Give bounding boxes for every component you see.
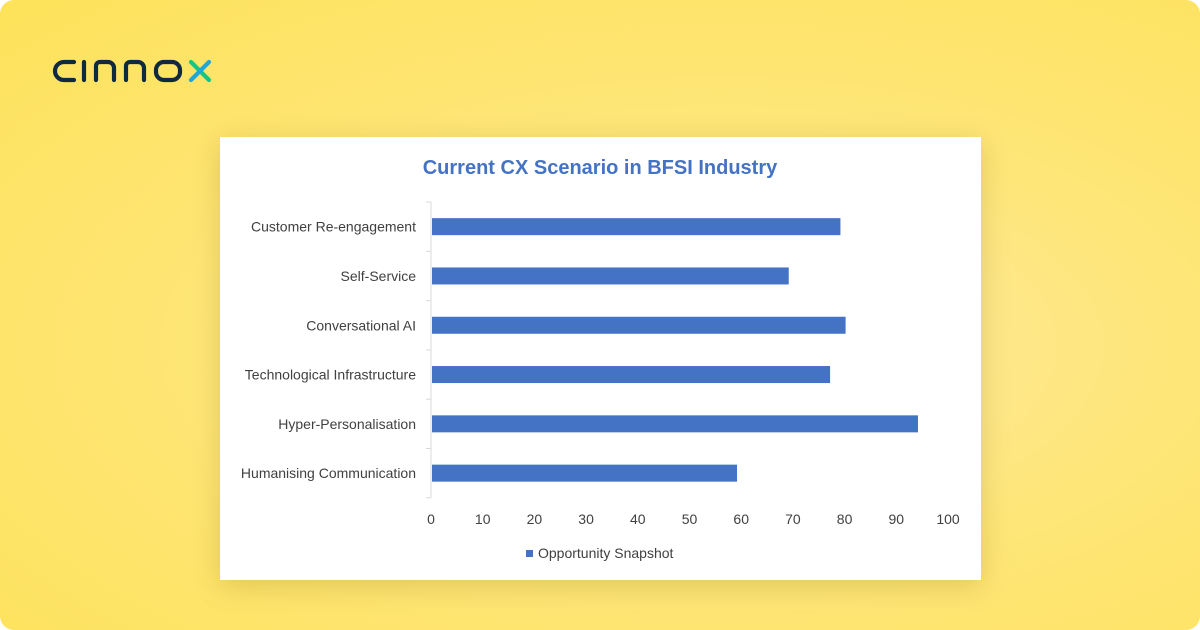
chart-card: Current CX Scenario in BFSI Industry Cus… [220,137,981,580]
x-tick-label: 100 [936,511,960,527]
bar [432,415,918,433]
x-tick-label: 70 [785,511,801,527]
x-tick-label: 60 [733,511,749,527]
category-label: Self-Service [341,268,417,284]
bar [432,267,789,285]
bar [432,316,846,334]
legend-swatch [526,550,533,557]
x-tick-label: 90 [889,511,905,527]
chart-title: Current CX Scenario in BFSI Industry [423,157,778,179]
category-label: Hyper-Personalisation [278,416,416,432]
category-label: Technological Infrastructure [245,367,416,383]
bar [432,464,738,482]
x-tick-label: 50 [682,511,698,527]
x-tick-label: 10 [475,511,491,527]
bar [432,366,831,384]
bar-chart: Current CX Scenario in BFSI Industry Cus… [241,157,960,561]
x-tick-label: 0 [427,511,435,527]
cinnox-logo [52,59,212,83]
category-label: Humanising Communication [241,465,416,481]
x-tick-label: 30 [578,511,594,527]
x-tick-label: 40 [630,511,646,527]
legend-label: Opportunity Snapshot [538,545,674,561]
bar [432,218,841,236]
category-label: Conversational AI [306,317,416,333]
x-tick-label: 80 [837,511,853,527]
x-tick-label: 20 [527,511,543,527]
category-label: Customer Re-engagement [251,219,416,235]
